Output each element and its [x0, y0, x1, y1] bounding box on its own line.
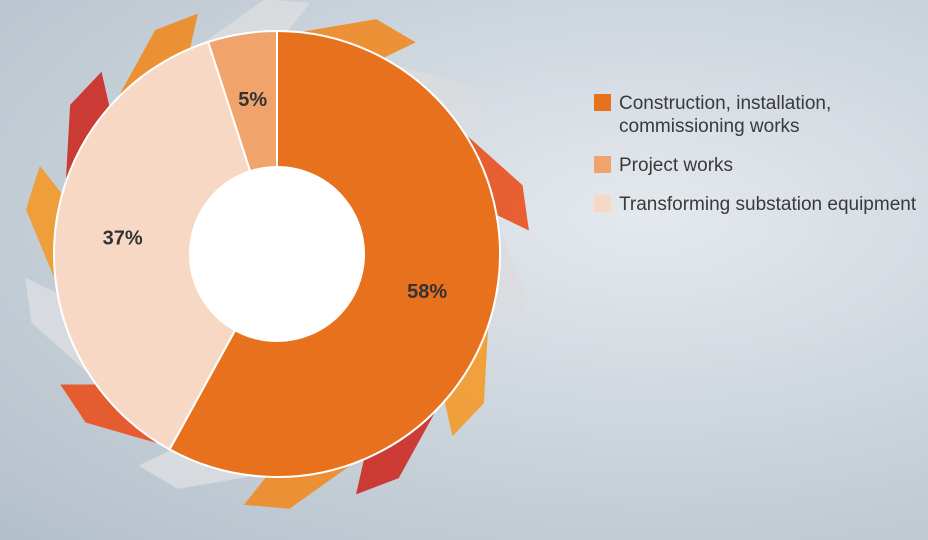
- legend-swatch: [594, 195, 611, 212]
- legend-item: Transforming substation equipment: [594, 193, 924, 216]
- donut-hole: [190, 167, 364, 341]
- legend-swatch: [594, 94, 611, 111]
- data-label: 58%: [407, 281, 447, 303]
- chart: 58% 5% 37%: [0, 0, 928, 540]
- data-label: 37%: [103, 228, 143, 250]
- legend-label: Transforming substation equipment: [619, 193, 919, 216]
- legend-label: Project works: [619, 154, 919, 177]
- legend-item: Construction, installation, commissionin…: [594, 92, 924, 138]
- legend-item: Project works: [594, 154, 924, 177]
- legend-label: Construction, installation, commissionin…: [619, 92, 919, 138]
- page: 58% 5% 37% Construction, installation, com…: [0, 0, 928, 540]
- legend: Construction, installation, commissionin…: [594, 92, 924, 232]
- data-label: 5%: [238, 89, 267, 111]
- legend-swatch: [594, 156, 611, 173]
